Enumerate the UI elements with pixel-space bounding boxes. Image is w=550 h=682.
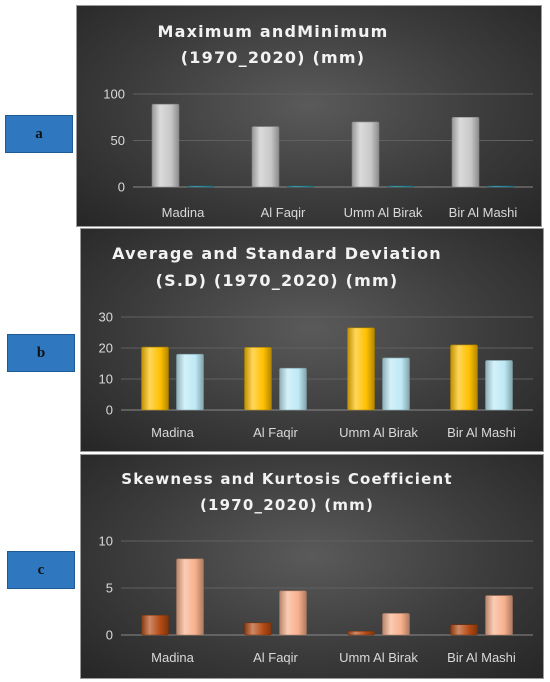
chart-panel-b: Average and Standard Deviation (S.D) (197… <box>80 228 544 452</box>
panel-label-b: b <box>7 334 75 372</box>
panel-label-c: c <box>7 551 75 589</box>
chart-a-category-label-1: Al Faqir <box>261 205 306 220</box>
chart-panel-c: Skewness and Kurtosis Coefficient (1970_2… <box>80 454 544 679</box>
chart-b-title-line-2: (S.D) (1970_2020) (mm) <box>156 271 399 290</box>
chart-b-bar-s2-0 <box>176 353 204 411</box>
panel-label-b-text: b <box>36 344 46 361</box>
chart-c-title-line-2: (1970_2020) (mm) <box>200 496 374 514</box>
chart-a-bar-s2-2 <box>386 185 415 188</box>
chart-b-category-label-1: Al Faqir <box>253 425 298 440</box>
chart-c-category-label-2: Umm Al Birak <box>339 650 418 665</box>
chart-a-bar-s2-1 <box>286 185 315 188</box>
chart-a-bar-s2-0 <box>186 185 215 188</box>
chart-b-bar-s2-3 <box>485 360 513 411</box>
chart-c-ytick-2: 10 <box>99 534 113 549</box>
chart-a-category-label-3: Bir Al Mashi <box>449 205 518 220</box>
chart-b-bar-s2-1 <box>279 367 307 411</box>
panel-label-a-text: a <box>35 125 43 142</box>
chart-c-bar-s1-1 <box>244 622 272 636</box>
chart-b: Average and Standard Deviation (S.D) (197… <box>99 244 533 440</box>
chart-b-bar-s1-3 <box>450 344 478 411</box>
chart-c-ytick-0: 0 <box>106 628 113 643</box>
panel-label-c-text: c <box>37 561 45 578</box>
chart-a-ytick-2: 100 <box>103 87 125 102</box>
chart-a-ytick-0: 0 <box>118 180 125 195</box>
chart-a-ytick-1: 50 <box>111 133 125 148</box>
chart-c-category-label-0: Madina <box>151 650 194 665</box>
chart-c-category-label-1: Al Faqir <box>253 650 298 665</box>
chart-a-category-label-2: Umm Al Birak <box>344 205 423 220</box>
chart-c-bar-s2-2 <box>382 613 410 636</box>
chart-b-ytick-2: 20 <box>99 341 113 356</box>
chart-c-bar-s1-2 <box>347 630 375 636</box>
chart-a-title-line-1: Maximum andMinimum <box>157 22 388 41</box>
chart-c-bar-s2-1 <box>279 590 307 636</box>
chart-b-ytick-1: 10 <box>99 372 113 387</box>
chart-c-ytick-1: 5 <box>106 581 113 596</box>
chart-b-bar-s1-0 <box>141 346 169 411</box>
chart-b-ytick-3: 30 <box>99 310 113 325</box>
chart-b-title-line-1: Average and Standard Deviation <box>112 244 442 263</box>
chart-b-bar-s1-1 <box>244 347 272 411</box>
chart-b-category-label-3: Bir Al Mashi <box>447 425 516 440</box>
chart-c-title-line-1: Skewness and Kurtosis Coefficient <box>121 470 453 488</box>
chart-c: Skewness and Kurtosis Coefficient (1970_2… <box>99 470 533 665</box>
chart-a-title-line-2: (1970_2020) (mm) <box>181 48 365 67</box>
chart-b-ytick-0: 0 <box>106 403 113 418</box>
chart-b-category-label-0: Madina <box>151 425 194 440</box>
chart-a-bar-s2-3 <box>486 185 515 188</box>
chart-b-bar-s1-2 <box>347 327 375 411</box>
chart-a-category-label-0: Madina <box>162 205 205 220</box>
chart-panel-a: Maximum andMinimum (1970_2020) (mm) 0 50 100… <box>76 5 542 227</box>
chart-a-bar-s1-3 <box>451 116 480 188</box>
chart-c-bar-s1-3 <box>450 624 478 636</box>
chart-a: Maximum andMinimum (1970_2020) (mm) 0 50 100… <box>103 22 533 220</box>
chart-c-bar-s1-0 <box>141 614 169 636</box>
chart-b-bar-s2-2 <box>382 357 410 411</box>
chart-c-category-label-3: Bir Al Mashi <box>447 650 516 665</box>
chart-b-category-label-2: Umm Al Birak <box>339 425 418 440</box>
panel-label-a: a <box>5 115 73 153</box>
chart-a-bar-s1-0 <box>151 103 180 188</box>
chart-c-bar-s2-0 <box>176 558 204 636</box>
chart-c-bar-s2-3 <box>485 595 513 636</box>
chart-a-bar-s1-1 <box>251 126 280 188</box>
chart-a-bar-s1-2 <box>351 121 380 188</box>
